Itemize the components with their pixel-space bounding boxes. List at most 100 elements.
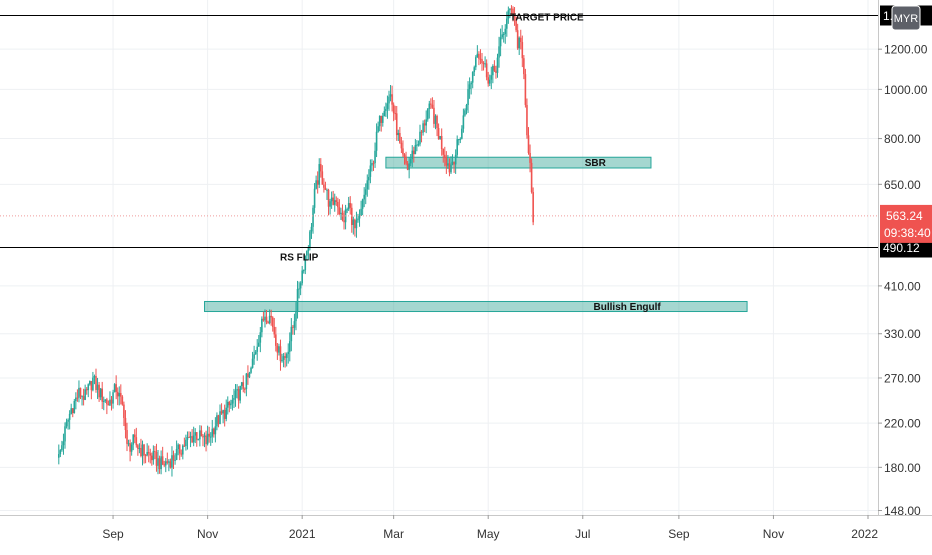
candle[interactable] [475, 55, 477, 71]
candle[interactable] [166, 452, 169, 465]
candle[interactable] [287, 343, 290, 364]
candle[interactable] [434, 114, 437, 130]
candle[interactable] [62, 433, 65, 455]
candle[interactable] [461, 125, 463, 140]
candle[interactable] [102, 396, 105, 411]
candle[interactable] [75, 392, 77, 410]
candle[interactable] [378, 115, 381, 132]
candle[interactable] [532, 187, 534, 226]
candle[interactable] [253, 345, 255, 365]
candle[interactable] [155, 443, 158, 472]
candle[interactable] [357, 213, 359, 223]
candle[interactable] [82, 388, 85, 406]
candle[interactable] [402, 140, 404, 158]
candle[interactable] [417, 140, 420, 147]
candle[interactable] [261, 316, 263, 338]
candle[interactable] [313, 183, 316, 214]
candle[interactable] [203, 432, 206, 448]
candle[interactable] [442, 148, 445, 163]
candle[interactable] [152, 445, 155, 465]
candle[interactable] [199, 425, 201, 447]
candle[interactable] [264, 309, 266, 328]
candle[interactable] [501, 25, 503, 40]
candle[interactable] [310, 223, 313, 239]
candle[interactable] [237, 386, 240, 409]
candle[interactable] [515, 16, 517, 33]
candle[interactable] [59, 449, 62, 458]
currency-badge[interactable]: MYR [891, 5, 921, 31]
candle[interactable] [195, 432, 198, 447]
candle[interactable] [326, 188, 328, 200]
candle[interactable] [214, 417, 217, 443]
x-axis[interactable]: Sep Nov 2021 Mar May Jul Sep Nov 2022 [102, 515, 878, 541]
candle[interactable] [340, 207, 342, 220]
candle[interactable] [275, 326, 277, 352]
candle[interactable] [265, 309, 268, 325]
candle[interactable] [329, 198, 331, 215]
candle[interactable] [240, 381, 243, 390]
candle[interactable] [428, 100, 431, 119]
candle[interactable] [465, 103, 468, 115]
candle[interactable] [244, 387, 246, 394]
candle[interactable] [164, 458, 167, 473]
candle[interactable] [420, 129, 423, 143]
candle[interactable] [121, 395, 124, 406]
candle[interactable] [502, 31, 505, 43]
hline-target-price[interactable]: TARGET PRICE [0, 13, 878, 24]
candle[interactable] [302, 269, 305, 274]
candle[interactable] [169, 458, 172, 469]
candle[interactable] [160, 450, 162, 475]
candle[interactable] [293, 313, 296, 335]
candle[interactable] [495, 65, 497, 79]
candle[interactable] [323, 178, 325, 193]
candle[interactable] [464, 108, 466, 117]
candle[interactable] [183, 437, 186, 447]
candle[interactable] [403, 153, 406, 165]
candle[interactable] [343, 210, 345, 230]
candle[interactable] [299, 281, 302, 296]
zone-box[interactable] [385, 156, 652, 169]
candle[interactable] [459, 137, 462, 144]
candle[interactable] [144, 453, 147, 464]
candle[interactable] [512, 6, 514, 22]
candle[interactable] [526, 98, 528, 139]
candle[interactable] [454, 149, 457, 174]
candle[interactable] [180, 449, 183, 457]
candle[interactable] [493, 60, 496, 73]
candle[interactable] [205, 430, 207, 452]
candle[interactable] [163, 460, 166, 468]
candle[interactable] [530, 158, 533, 194]
candle[interactable] [279, 339, 282, 371]
candle[interactable] [112, 389, 114, 409]
candle[interactable] [90, 380, 93, 400]
candle[interactable] [270, 309, 272, 326]
candles-layer[interactable] [57, 5, 534, 477]
candle[interactable] [364, 183, 367, 205]
candle[interactable] [341, 204, 344, 222]
candle[interactable] [138, 443, 141, 454]
candle[interactable] [377, 121, 379, 133]
candle[interactable] [333, 193, 336, 212]
candle[interactable] [213, 427, 215, 438]
candle[interactable] [231, 394, 234, 411]
candle[interactable] [423, 119, 426, 133]
candle[interactable] [513, 7, 516, 26]
candle[interactable] [236, 384, 238, 399]
candle[interactable] [223, 404, 226, 427]
candle[interactable] [141, 440, 144, 466]
candle[interactable] [321, 165, 324, 185]
candle[interactable] [488, 74, 491, 87]
candle[interactable] [473, 65, 476, 76]
candle[interactable] [115, 375, 117, 400]
candle[interactable] [521, 35, 524, 68]
candle[interactable] [140, 438, 142, 458]
candle[interactable] [211, 419, 214, 443]
candle[interactable] [129, 439, 131, 462]
candle[interactable] [154, 445, 156, 460]
candle[interactable] [519, 29, 522, 50]
candle[interactable] [120, 384, 122, 405]
candle[interactable] [285, 352, 288, 367]
candle[interactable] [399, 126, 401, 144]
